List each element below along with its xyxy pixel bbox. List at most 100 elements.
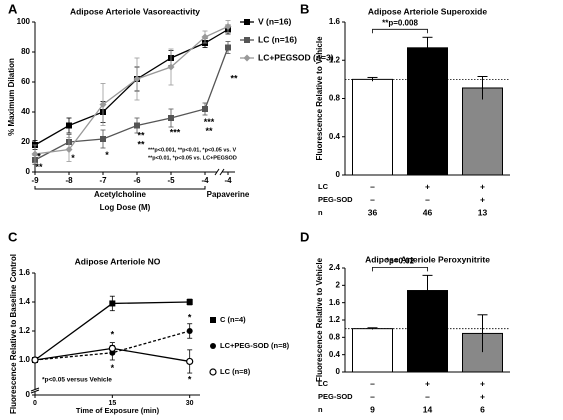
data-point <box>224 23 232 30</box>
x-axis-label: Log Dose (M) <box>100 203 151 212</box>
y-tick-label: 1.4 <box>19 297 31 306</box>
table-cell: – <box>370 181 375 191</box>
y-tick-label: 1.2 <box>329 55 341 64</box>
annotation: * <box>71 153 75 163</box>
data-point <box>186 299 193 305</box>
x-tick-label: -7 <box>99 176 107 185</box>
table-cell: + <box>425 378 430 388</box>
data-point <box>201 33 209 41</box>
table-cell: 14 <box>423 404 433 414</box>
table-row-label: PEG-SOD <box>318 195 353 204</box>
table-cell: 6 <box>480 404 485 414</box>
x-axis-label: Time of Exposure (min) <box>76 406 160 415</box>
y-tick-label: 1.6 <box>329 298 341 307</box>
y-tick-label: 0.4 <box>329 132 341 141</box>
x-tick-label: -5 <box>167 176 175 185</box>
panel-label: B <box>300 1 309 16</box>
data-point <box>225 44 231 51</box>
significance-bracket <box>372 28 428 34</box>
data-point <box>134 122 140 129</box>
axis-break <box>214 168 220 176</box>
annotation: * <box>188 312 192 322</box>
data-point <box>133 75 141 83</box>
significance-label: **p=0.008 <box>382 18 418 27</box>
annotation: ** <box>35 162 43 172</box>
x-tick-label: -6 <box>133 176 141 185</box>
y-tick-label: 1.2 <box>329 315 341 324</box>
axis-break <box>219 168 225 176</box>
x-tick-label: 0 <box>33 400 37 407</box>
data-point <box>186 328 193 334</box>
legend-label: V (n=16) <box>258 16 291 26</box>
annotation: * <box>37 151 41 161</box>
legend-label: C (n=4) <box>220 315 246 324</box>
group-label: Acetylcholine <box>94 190 147 199</box>
y-tick-label: 80 <box>21 47 30 56</box>
table-row-label: PEG-SOD <box>318 392 353 401</box>
footnote: ***p<0.001, **p<0.01, *p<0.05 vs. V <box>148 147 237 153</box>
table-cell: + <box>480 181 485 191</box>
annotation: *** <box>170 127 181 137</box>
table-cell: + <box>480 378 485 388</box>
annotation: *** <box>204 117 215 127</box>
annotation: * <box>188 375 192 385</box>
axis-break <box>30 389 40 394</box>
y-tick-label: 2 <box>336 280 341 289</box>
x-tick-label: 30 <box>186 400 194 407</box>
group-bracket <box>34 186 206 190</box>
axis-break <box>31 389 39 392</box>
y-tick-label: 2.4 <box>329 263 341 272</box>
data-point <box>65 146 73 153</box>
chart-title: Adipose Arteriole Superoxide <box>368 6 487 16</box>
y-tick-label: 1.6 <box>19 268 31 277</box>
legend-label: LC+PEGSOD (n=3) <box>258 52 334 62</box>
significance-bracket <box>372 266 428 272</box>
x-tick-label: -4 <box>224 176 232 185</box>
table-cell: – <box>370 391 375 401</box>
data-point <box>31 356 39 364</box>
data-point <box>168 115 174 121</box>
chart-title: Adipose Arteriole NO <box>75 256 161 266</box>
table-cell: + <box>480 391 485 401</box>
axis-break <box>30 387 40 392</box>
table-cell: – <box>370 194 375 204</box>
data-point <box>167 63 175 71</box>
table-cell: – <box>425 194 430 204</box>
table-row-label: LC <box>318 182 329 191</box>
y-tick-label: 20 <box>21 137 30 146</box>
x-tick-label: -9 <box>31 176 39 185</box>
footnote: **p<0.01, *p<0.05 vs. LC+PEGSOD <box>148 155 237 161</box>
table-cell: 36 <box>368 207 378 217</box>
data-point <box>31 150 39 158</box>
data-point <box>108 344 116 352</box>
legend-marker <box>210 317 216 323</box>
annotation: * <box>111 363 115 373</box>
y-tick-label: 0 <box>336 367 341 376</box>
significance-label: *p=0.02 <box>386 256 415 265</box>
y-tick-label: 1.6 <box>329 17 341 26</box>
y-tick-label: 0 <box>26 167 31 176</box>
table-cell: – <box>370 378 375 388</box>
table-cell: 46 <box>423 207 433 217</box>
data-point <box>99 101 107 108</box>
annotation: ** <box>205 126 213 136</box>
bar <box>462 87 503 176</box>
y-axis-label: Fluorescence Relative to Vehicle <box>315 36 324 161</box>
table-cell: – <box>425 391 430 401</box>
annotation: ** <box>137 130 145 140</box>
table-row-label: LC <box>318 379 329 388</box>
x-tick-label: -4 <box>201 176 209 185</box>
y-tick-label: 100 <box>17 17 31 26</box>
footnote: *p<0.05 versus Vehicle <box>42 377 112 384</box>
x-tick-label: -8 <box>65 176 73 185</box>
y-tick-label: 1.0 <box>19 355 31 364</box>
annotation: * <box>105 150 109 160</box>
bar <box>352 328 393 373</box>
legend-label: LC (n=8) <box>220 367 251 376</box>
data-point <box>186 357 194 366</box>
group-label: Papaverine <box>207 190 250 199</box>
y-tick-label: 1.2 <box>19 326 31 335</box>
panel-label: A <box>8 1 18 16</box>
